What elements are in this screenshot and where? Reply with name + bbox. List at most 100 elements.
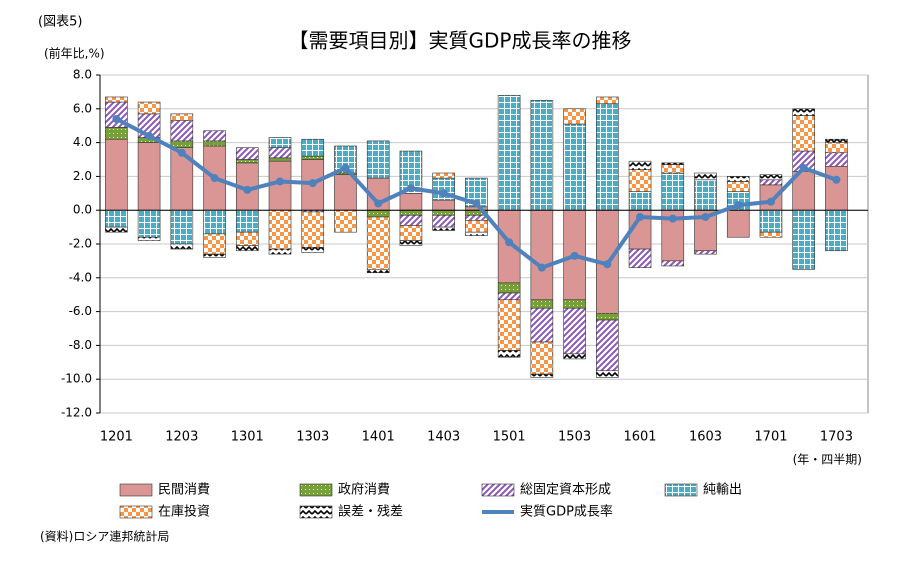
line-marker [766, 197, 775, 206]
bar-segment [268, 160, 292, 211]
legend-swatch [299, 505, 333, 519]
line-marker [341, 163, 350, 172]
line-marker [112, 114, 121, 123]
line-marker [636, 212, 645, 221]
line-marker [406, 184, 415, 193]
line-marker [799, 163, 808, 172]
bar-segment [465, 231, 488, 236]
bar-segment [694, 179, 717, 211]
y-tick-label: -10.0 [61, 372, 92, 386]
y-tick-label: -8.0 [69, 338, 92, 352]
bar-segment [137, 236, 161, 241]
bar-segment [235, 159, 259, 164]
bar-segment [759, 179, 783, 186]
x-tick-label: 1403 [427, 430, 460, 445]
bar-segment [268, 248, 292, 255]
bar-segment [301, 138, 325, 157]
bar-segment [399, 150, 423, 194]
line-marker [374, 199, 383, 208]
legend-label: 実質GDP成長率 [520, 504, 613, 520]
bar-segment [268, 209, 292, 250]
bar-segment [563, 123, 586, 211]
bar-segment [170, 209, 194, 245]
bar-segment [661, 260, 685, 267]
bar-segment [203, 233, 226, 255]
bar-segment [825, 138, 848, 143]
bar-segment [366, 216, 390, 270]
legend-label: 政府消費 [338, 483, 390, 498]
bar-segment [497, 299, 521, 351]
bar-segment [399, 193, 423, 211]
bar-segment [366, 269, 390, 274]
bar-segment [170, 120, 194, 142]
bar-segment [268, 157, 292, 162]
bar-segment [825, 152, 848, 167]
bar-segment [268, 147, 292, 159]
bar-segment [530, 299, 554, 309]
legend-swatch [299, 483, 333, 497]
bar-segment [825, 165, 848, 211]
bar-segment [105, 209, 128, 228]
bar-segment [759, 231, 783, 238]
bar-segment [235, 231, 259, 246]
bar-segment [399, 225, 423, 241]
chart-title: 【需要項目別】実質GDP成長率の推移 [289, 29, 632, 53]
bar-segment [628, 160, 652, 170]
bar-segment [137, 209, 161, 238]
bar-segment [530, 373, 554, 378]
bar-segment [399, 214, 423, 226]
x-tick-label: 1501 [493, 430, 526, 445]
x-tick-label: 1603 [689, 430, 722, 445]
line-marker [570, 251, 579, 260]
source-note: (資料)ロシア連邦統計局 [40, 529, 169, 544]
line-marker [505, 238, 514, 247]
bar-segment [726, 209, 750, 238]
line-marker [701, 212, 710, 221]
line-marker [308, 179, 317, 188]
bar-segment [661, 172, 685, 211]
x-tick-label: 1303 [296, 430, 329, 445]
bar-segment [432, 214, 455, 228]
bar-segment [792, 115, 815, 152]
y-tick-label: -6.0 [69, 304, 92, 318]
bar-segment [563, 353, 586, 360]
bar-segment [334, 209, 357, 233]
bar-segment [432, 199, 455, 211]
bar-segment [661, 164, 685, 174]
bar-segment [334, 174, 357, 211]
legend-label: 純輸出 [703, 483, 742, 498]
bar-segment [825, 209, 848, 252]
line-marker [537, 263, 546, 272]
y-tick-label: 0.0 [73, 203, 92, 217]
bar-segment [694, 250, 717, 255]
bar-segment [596, 96, 619, 105]
bar-segment [366, 209, 390, 218]
legend-swatch [481, 483, 515, 497]
bar-segment [235, 209, 259, 233]
line-marker [603, 260, 612, 269]
x-tick-label: 1701 [754, 430, 787, 445]
y-tick-label: 2.0 [73, 169, 92, 183]
bar-segment [759, 174, 783, 181]
bar-segment [628, 191, 652, 211]
bar-segment [301, 155, 325, 160]
bar-segment [203, 140, 226, 147]
bar-segment [203, 130, 226, 142]
y-tick-label: -2.0 [69, 237, 92, 251]
bar-segment [366, 140, 390, 179]
bar-segment [530, 341, 554, 375]
line-marker [145, 131, 154, 140]
y-tick-label: 6.0 [73, 101, 92, 115]
bar-segment [334, 145, 357, 174]
bar-segment [203, 253, 226, 258]
legend-label: 総固定資本形成 [520, 483, 611, 498]
bar-segment [596, 103, 619, 211]
bar-segment [465, 220, 488, 233]
bar-segment [792, 108, 815, 116]
bar-segment [203, 209, 226, 235]
bar-segment [399, 240, 423, 246]
x-tick-label: 1503 [558, 430, 591, 445]
bar-segment [792, 209, 815, 270]
bar-segment [530, 307, 554, 343]
y-tick-label: -4.0 [69, 270, 92, 284]
